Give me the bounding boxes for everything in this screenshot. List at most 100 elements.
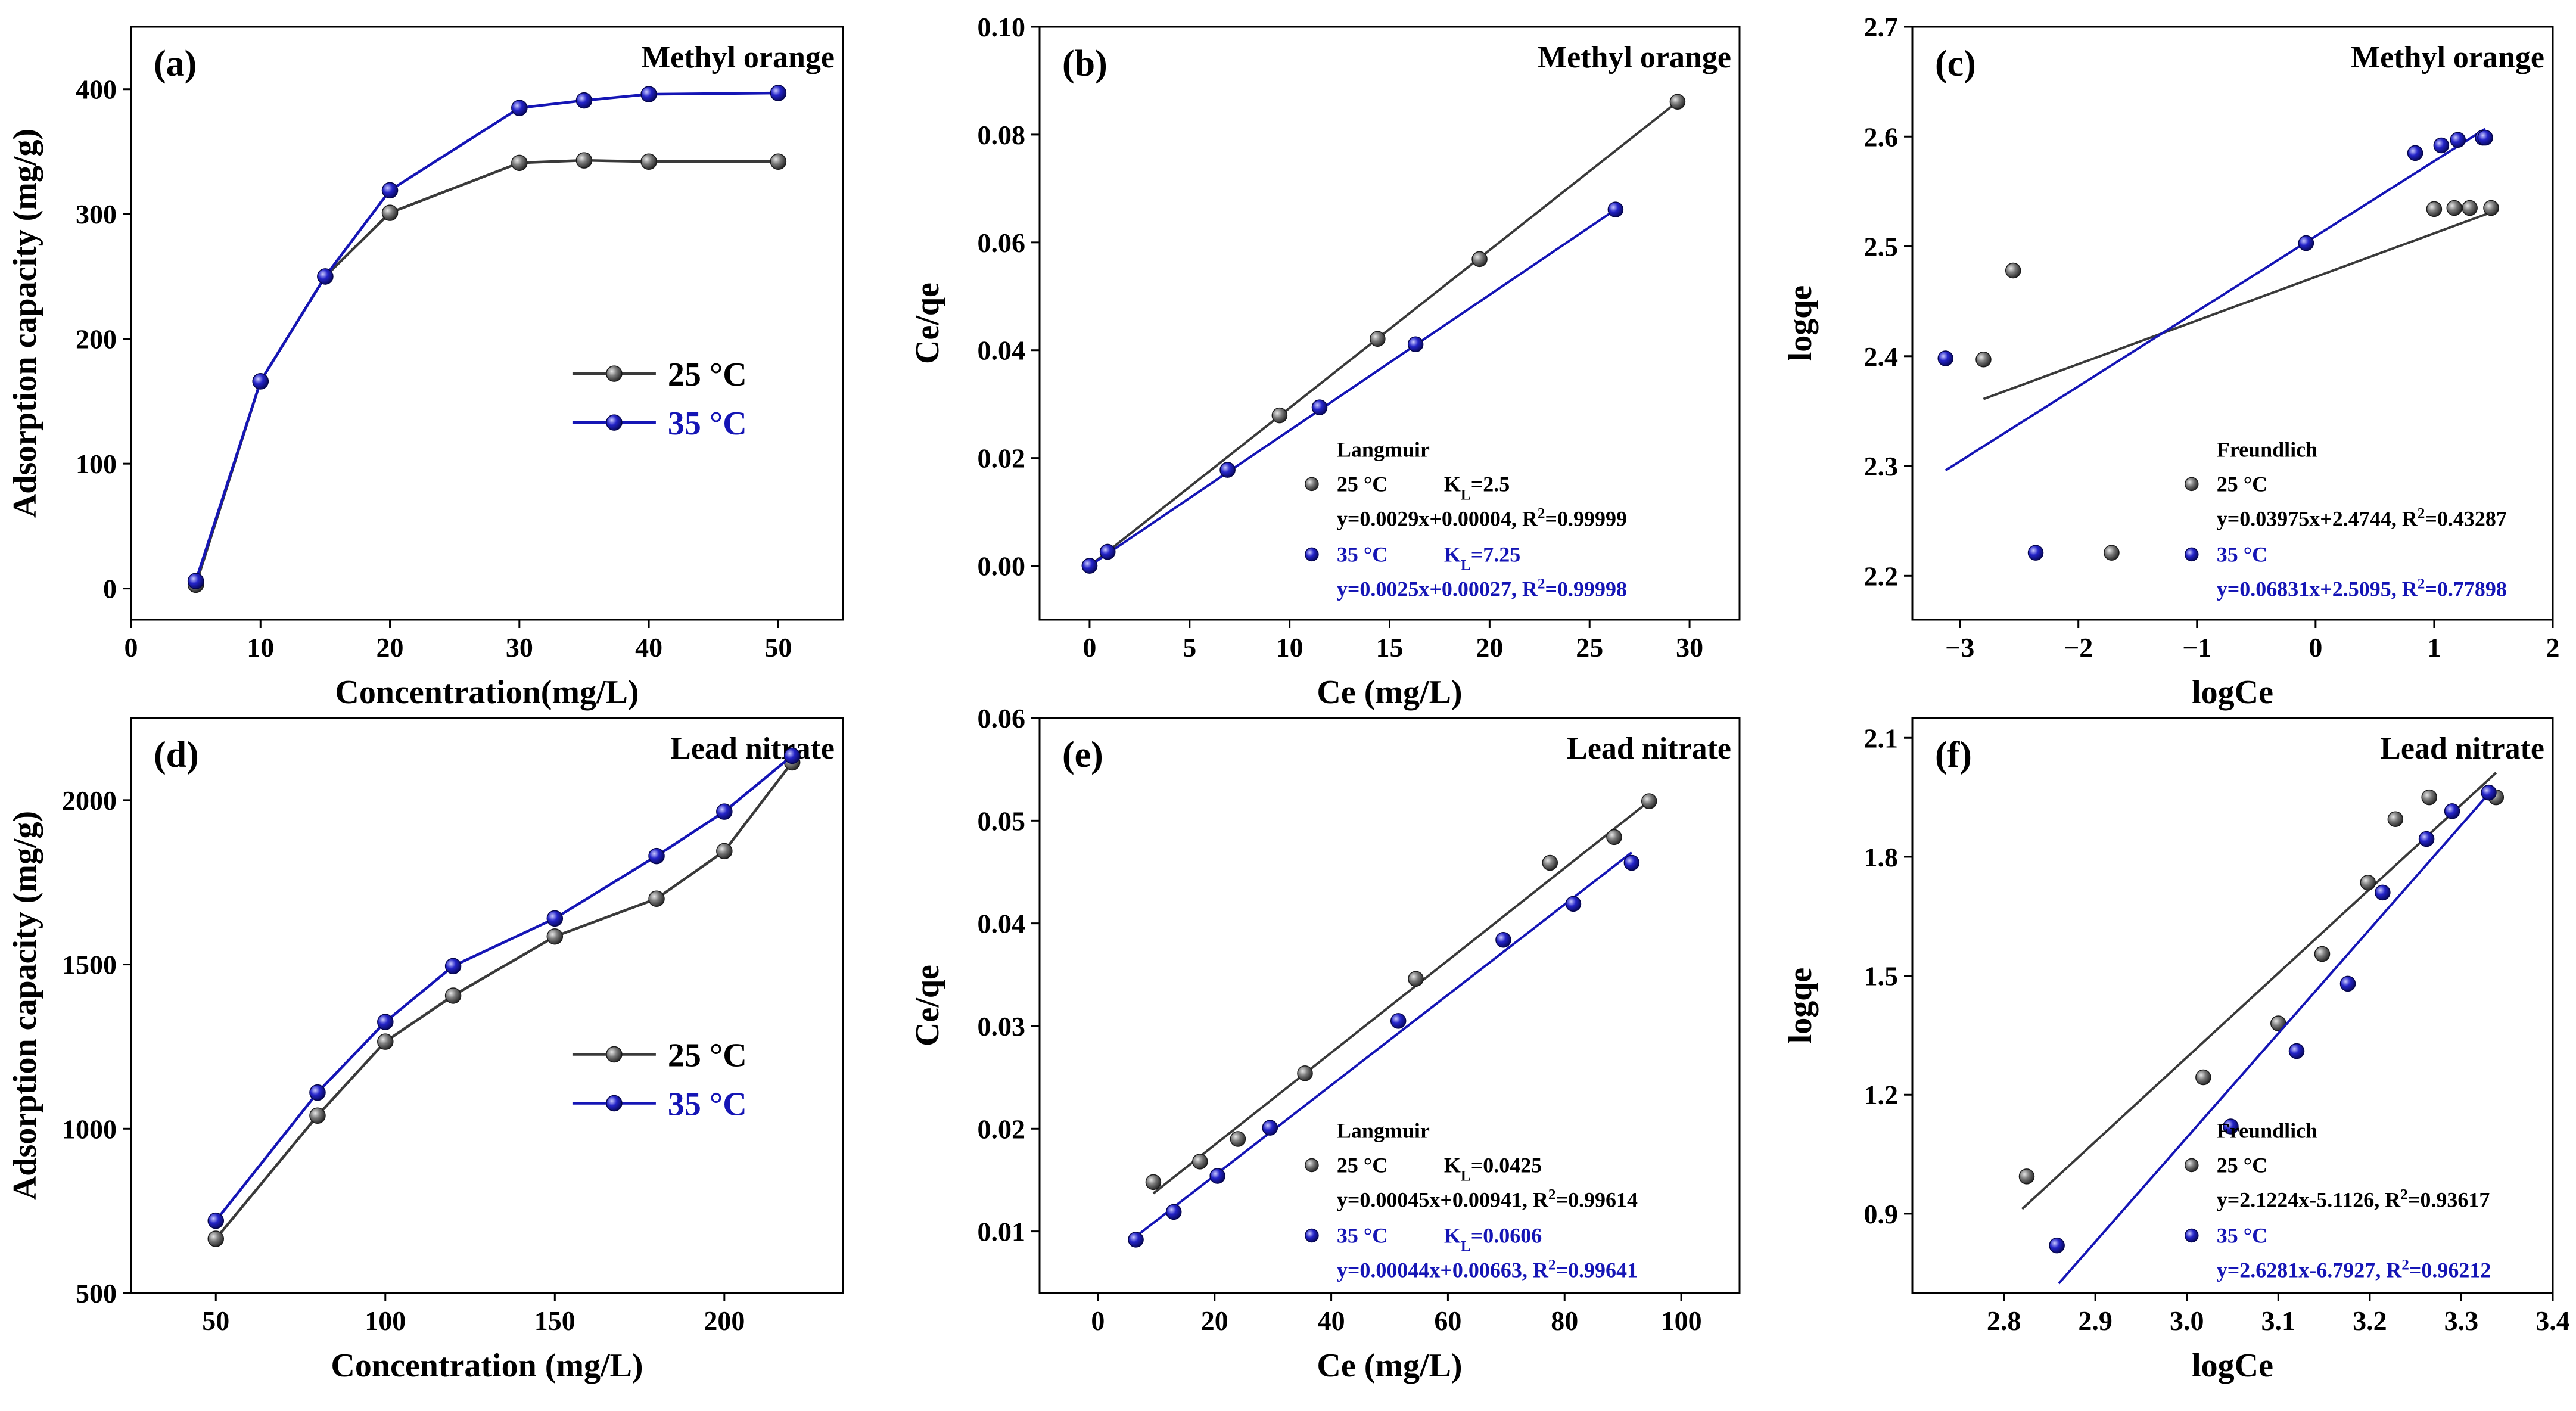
data-point bbox=[1128, 1232, 1144, 1248]
y-tick-label: 0.06 bbox=[978, 228, 1026, 258]
y-tick-label: 1.8 bbox=[1864, 842, 1899, 872]
x-tick-label: 10 bbox=[1276, 632, 1303, 663]
y-tick-label: 0.01 bbox=[978, 1217, 1026, 1247]
y-tick-label: 2.5 bbox=[1864, 232, 1899, 262]
annotation-equation: y=0.0025x+0.00027, R2=0.99998 bbox=[1337, 576, 1627, 601]
data-point bbox=[444, 987, 462, 1004]
data-point bbox=[381, 182, 399, 199]
annotation-equation: y=0.00045x+0.00941, R2=0.99614 bbox=[1337, 1186, 1638, 1212]
data-point bbox=[2387, 811, 2404, 827]
data-point bbox=[2433, 137, 2450, 154]
data-point bbox=[716, 803, 733, 820]
y-tick-label: 0.04 bbox=[978, 335, 1026, 366]
data-point bbox=[2483, 200, 2499, 216]
data-point bbox=[648, 890, 665, 907]
y-tick-label: 0.03 bbox=[978, 1011, 1026, 1042]
data-point bbox=[1623, 854, 1640, 871]
panel-label: (b) bbox=[1062, 43, 1107, 84]
plot-frame bbox=[1038, 26, 1741, 621]
data-point bbox=[2375, 884, 2391, 901]
data-point bbox=[377, 1014, 394, 1030]
annotation-equation: y=0.06831x+2.5095, R2=0.77898 bbox=[2217, 576, 2507, 601]
annotation-marker bbox=[2185, 1228, 2199, 1243]
plot-frame bbox=[130, 26, 844, 621]
data-point bbox=[252, 373, 269, 390]
data-point bbox=[2339, 975, 2356, 992]
x-axis-title: Concentration (mg/L) bbox=[331, 1347, 643, 1384]
x-tick-label: 100 bbox=[365, 1306, 406, 1336]
panel-label: (c) bbox=[1935, 43, 1976, 84]
data-point bbox=[1542, 854, 1558, 871]
data-point bbox=[1081, 558, 1098, 574]
y-tick-label: 0.08 bbox=[978, 120, 1026, 150]
y-axis-title: Adsorption capacity (mg/g) bbox=[7, 811, 43, 1200]
x-tick-label: 2 bbox=[2546, 632, 2560, 663]
x-tick-label: 200 bbox=[704, 1306, 745, 1336]
annotation-marker bbox=[1305, 1228, 1319, 1243]
x-tick-label: 50 bbox=[764, 632, 792, 663]
y-tick-label: 0.05 bbox=[978, 806, 1026, 836]
model-label: Langmuir bbox=[1337, 1118, 1430, 1142]
x-axis-title: Concentration(mg/L) bbox=[335, 674, 639, 711]
annotation-equation: y=0.03975x+2.4744, R2=0.43287 bbox=[2217, 505, 2507, 531]
series-line-35C bbox=[194, 91, 779, 582]
annotation-series-name: 35 °C bbox=[2217, 542, 2267, 566]
annotation-kl: KL=0.0606 bbox=[1444, 1223, 1542, 1254]
data-point bbox=[1408, 971, 1424, 987]
y-axis-title: logqe bbox=[1782, 285, 1819, 362]
x-tick-label: 3.3 bbox=[2444, 1306, 2479, 1336]
x-tick-label: 5 bbox=[1183, 632, 1196, 663]
y-tick-label: 0.04 bbox=[978, 909, 1026, 939]
x-tick-label: 20 bbox=[1476, 632, 1503, 663]
data-point bbox=[1219, 462, 1236, 478]
x-tick-label: 50 bbox=[202, 1306, 229, 1336]
data-point bbox=[2298, 235, 2314, 251]
data-point bbox=[716, 843, 733, 860]
legend-label: 35 °C bbox=[668, 405, 747, 442]
x-tick-label: 3.2 bbox=[2353, 1306, 2387, 1336]
data-point bbox=[1192, 1154, 1208, 1170]
data-point bbox=[1230, 1131, 1246, 1147]
data-point bbox=[1297, 1065, 1313, 1081]
y-axis-title: Ce/qe bbox=[909, 282, 946, 364]
annotation-series-name: 25 °C bbox=[2217, 1153, 2267, 1177]
y-tick-label: 1.5 bbox=[1864, 961, 1899, 992]
data-point bbox=[2027, 545, 2044, 561]
data-point bbox=[2421, 789, 2437, 806]
x-tick-label: 20 bbox=[1201, 1306, 1228, 1336]
annotation-equation: y=0.00044x+0.00663, R2=0.99641 bbox=[1337, 1257, 1638, 1282]
y-tick-label: 0.9 bbox=[1864, 1199, 1899, 1229]
data-point bbox=[317, 268, 334, 285]
data-point bbox=[309, 1084, 326, 1101]
x-tick-label: 80 bbox=[1551, 1306, 1578, 1336]
annotation-kl: KL=2.5 bbox=[1444, 472, 1510, 503]
annotation-marker bbox=[2185, 477, 2199, 492]
data-point bbox=[1937, 350, 1953, 366]
x-tick-label: 30 bbox=[506, 632, 533, 663]
x-tick-label: 150 bbox=[534, 1306, 575, 1336]
data-point bbox=[1370, 331, 1386, 347]
data-point bbox=[381, 204, 399, 221]
x-tick-label: 60 bbox=[1434, 1306, 1461, 1336]
x-tick-label: −1 bbox=[2182, 632, 2211, 663]
annotation-marker bbox=[1305, 547, 1319, 562]
data-point bbox=[1495, 931, 1511, 948]
legend-marker bbox=[606, 414, 623, 431]
data-point bbox=[783, 747, 801, 764]
x-axis-title: logCe bbox=[2192, 1347, 2273, 1384]
y-tick-label: 0.06 bbox=[978, 703, 1026, 734]
x-tick-label: 2.8 bbox=[1987, 1306, 2021, 1336]
panel-title: Lead nitrate bbox=[1567, 732, 1731, 766]
model-label: Freundlich bbox=[2217, 1118, 2317, 1142]
data-point bbox=[207, 1212, 225, 1229]
data-point bbox=[444, 958, 462, 975]
x-tick-label: 40 bbox=[1318, 1306, 1345, 1336]
annotation-marker bbox=[1305, 1158, 1319, 1173]
annotation-series-name: 35 °C bbox=[1337, 542, 1387, 566]
data-point bbox=[2462, 200, 2478, 216]
y-tick-label: 2.1 bbox=[1864, 723, 1899, 753]
data-point bbox=[2446, 200, 2463, 216]
data-point bbox=[770, 153, 787, 170]
data-point bbox=[1099, 543, 1116, 560]
